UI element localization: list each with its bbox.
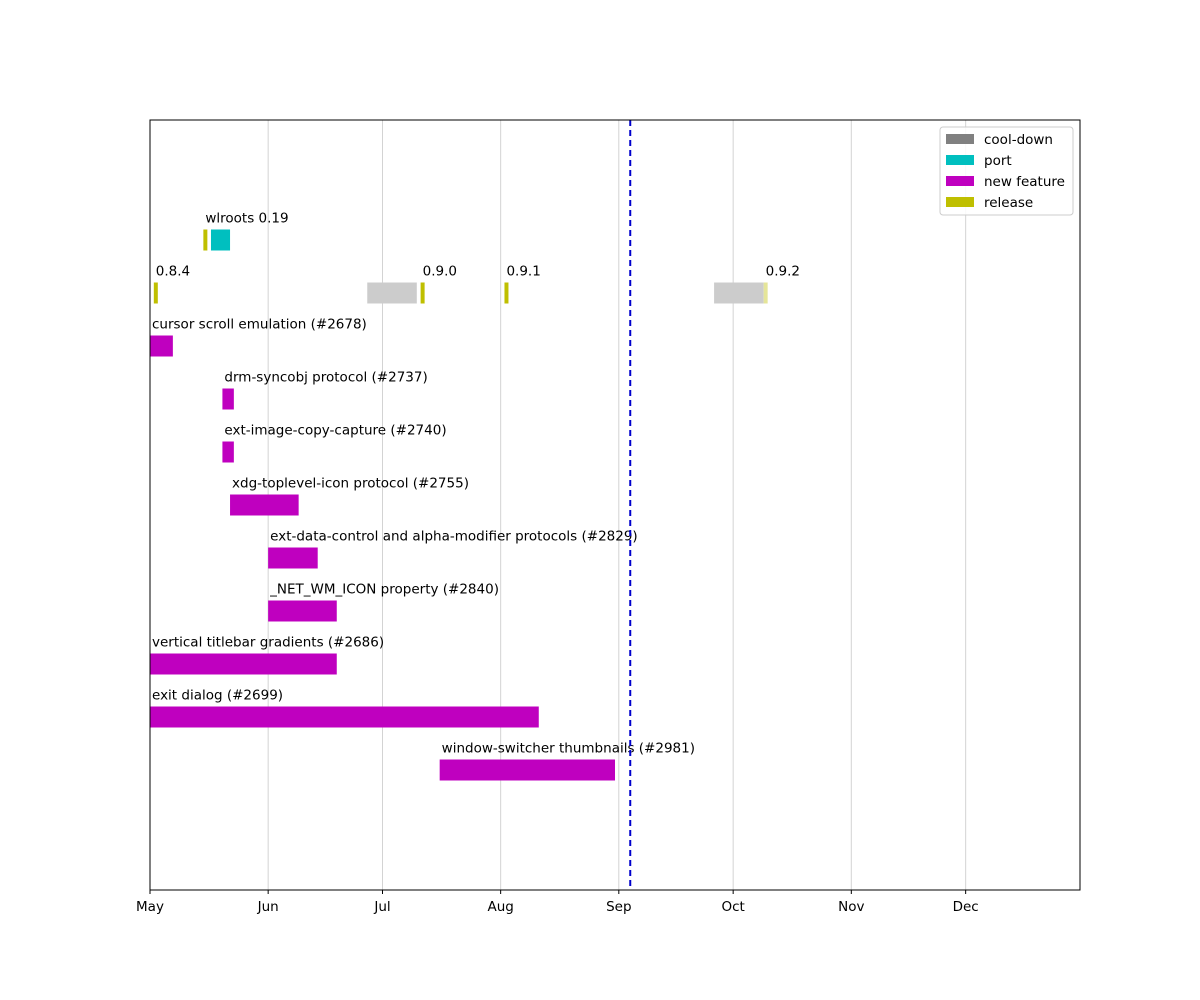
bar-release-row1-seg2 (420, 282, 425, 304)
tick-label-nov: Nov (838, 899, 864, 915)
tick-label-dec: Dec (953, 899, 979, 915)
row-label-3: drm-syncobj protocol (#2737) (224, 370, 427, 386)
row-label-9: exit dialog (#2699) (152, 688, 283, 704)
bar-release-row1-seg5 (763, 282, 768, 304)
row-label-2: cursor scroll emulation (#2678) (152, 317, 367, 333)
bars (150, 229, 768, 781)
tick-label-oct: Oct (721, 899, 744, 915)
release-label-0-9-0: 0.9.0 (423, 264, 457, 280)
bar-release-row1-seg3 (504, 282, 509, 304)
legend-swatch-port (946, 155, 974, 165)
release-label-0-8-4: 0.8.4 (156, 264, 190, 280)
tick-label-jun: Jun (257, 899, 279, 915)
row-label-8: vertical titlebar gradients (#2686) (152, 635, 384, 651)
legend-label-port: port (984, 153, 1012, 169)
release-label-0-9-1: 0.9.1 (506, 264, 540, 280)
tick-label-aug: Aug (487, 899, 513, 915)
legend-label-release: release (984, 195, 1033, 211)
bar-labels: wlroots 0.19 0.8.4 0.9.0 0.9.1 0.9.2 cursor s… (152, 211, 800, 757)
bar-feature-row2-seg0 (150, 335, 173, 357)
row-label-0: wlroots 0.19 (205, 211, 288, 227)
tick-label-may: May (136, 899, 164, 915)
legend-label-cooldown: cool-down (984, 132, 1053, 148)
bar-cooldown-row1-seg4 (714, 282, 764, 304)
legend-swatch-cooldown (946, 134, 974, 144)
legend-swatch-release (946, 197, 974, 207)
bar-release-row0-seg0 (203, 229, 208, 251)
x-axis-ticks: May Jun Jul Aug Sep Oct Nov Dec (136, 890, 979, 915)
bar-cooldown-row1-seg1 (367, 282, 417, 304)
bar-port-row0-seg1 (210, 229, 231, 251)
legend-label-feature: new feature (984, 174, 1065, 190)
bar-feature-row9-seg0 (150, 706, 539, 728)
release-label-0-9-2: 0.9.2 (766, 264, 800, 280)
bar-feature-row6-seg0 (268, 547, 318, 569)
row-label-7: _NET_WM_ICON property (#2840) (269, 582, 499, 598)
legend-swatch-feature (946, 176, 974, 186)
bar-feature-row5-seg0 (230, 494, 299, 516)
row-label-4: ext-image-copy-capture (#2740) (224, 423, 446, 439)
bar-release-row1-seg0 (153, 282, 158, 304)
row-label-5: xdg-toplevel-icon protocol (#2755) (232, 476, 469, 492)
legend: cool-down port new feature release (939, 126, 1074, 216)
row-label-10: window-switcher thumbnails (#2981) (442, 741, 695, 757)
plot-frame (149, 119, 1081, 891)
grid-lines (149, 120, 967, 890)
bar-feature-row8-seg0 (150, 653, 337, 675)
row-label-6: ext-data-control and alpha-modifier prot… (270, 529, 638, 545)
bar-feature-row7-seg0 (268, 600, 337, 622)
tick-label-jul: Jul (373, 899, 390, 915)
bar-feature-row3-seg0 (222, 388, 234, 410)
bar-feature-row10-seg0 (439, 759, 615, 781)
bar-feature-row4-seg0 (222, 441, 234, 463)
tick-label-sep: Sep (606, 899, 631, 915)
legend-box (939, 126, 1074, 216)
